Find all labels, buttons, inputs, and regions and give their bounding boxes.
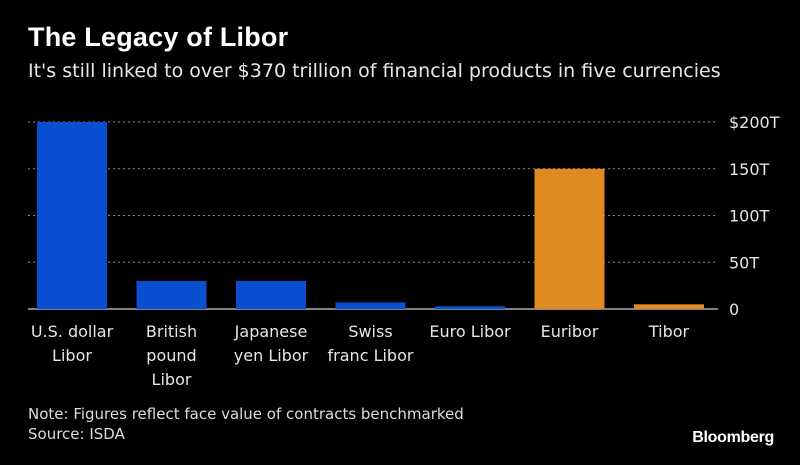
x-tick-label-line: Tibor bbox=[648, 322, 690, 341]
x-tick-label: Euribor bbox=[520, 320, 620, 344]
x-tick-label-line: Euribor bbox=[540, 322, 599, 341]
y-tick-label: 0 bbox=[729, 300, 739, 319]
chart-note: Note: Figures reflect face value of cont… bbox=[28, 405, 464, 423]
x-tick-label-line: Libor bbox=[151, 370, 192, 389]
x-tick-label-line: U.S. dollar bbox=[30, 322, 114, 341]
chart-subtitle: It's still linked to over $370 trillion … bbox=[28, 60, 721, 82]
y-tick-label: $200T bbox=[729, 113, 780, 132]
x-tick-label: British pound Libor bbox=[122, 320, 222, 392]
x-tick-label-line: Libor bbox=[52, 346, 92, 365]
bar-6 bbox=[634, 304, 704, 309]
bar-5 bbox=[534, 168, 605, 309]
x-tick-label: Euro Libor bbox=[420, 320, 520, 344]
bar-3 bbox=[335, 302, 406, 309]
x-tick-label-line: British bbox=[145, 322, 198, 341]
x-tick-label: U.S. dollar Libor bbox=[22, 320, 122, 368]
x-tick-label-line: pound bbox=[146, 346, 197, 365]
x-tick-label: Tibor bbox=[619, 320, 719, 344]
bar-4 bbox=[435, 306, 505, 309]
y-tick-label: 100T bbox=[729, 207, 770, 226]
x-tick-label-line: Euro Libor bbox=[429, 322, 511, 341]
chart-source: Source: ISDA bbox=[28, 425, 125, 443]
y-tick-label: 50T bbox=[729, 253, 759, 272]
bloomberg-logo: Bloomberg bbox=[692, 429, 774, 446]
x-tick-label-line: yen Libor bbox=[233, 346, 309, 365]
x-tick-label-line: franc Libor bbox=[327, 346, 414, 365]
chart-title: The Legacy of Libor bbox=[28, 22, 289, 52]
bar-2 bbox=[236, 280, 306, 309]
y-tick-label: 150T bbox=[729, 160, 770, 179]
x-tick-label: Swiss franc Libor bbox=[321, 320, 421, 368]
x-tick-label-line: Swiss bbox=[348, 322, 393, 341]
x-tick-label: Japanese yen Libor bbox=[221, 320, 321, 368]
x-tick-label-line: Japanese bbox=[234, 322, 308, 341]
bar-1 bbox=[136, 280, 207, 309]
bar-0 bbox=[37, 122, 107, 309]
